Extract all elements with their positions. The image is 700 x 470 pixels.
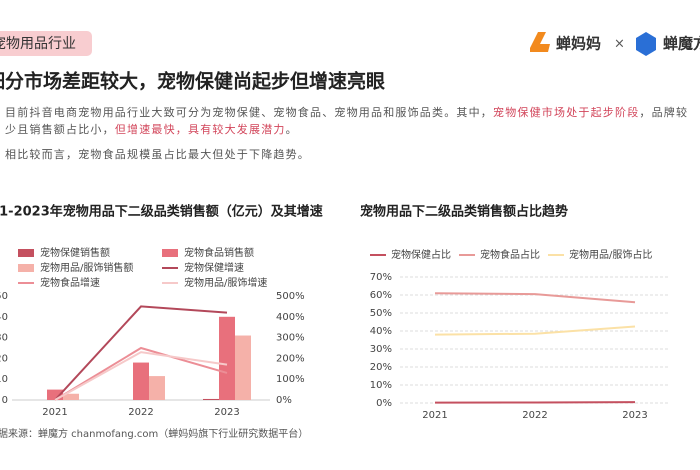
y2-tick-label: 500% [276, 291, 305, 302]
bar [63, 393, 79, 400]
y-tick-label: 0 [2, 395, 8, 406]
y-tick-label: 40 [0, 312, 8, 323]
bar [219, 316, 235, 400]
x-tick-label: 2021 [42, 407, 67, 418]
y-tick-label: 50% [370, 308, 392, 319]
line [54, 351, 228, 401]
y-tick-label: 20% [370, 362, 392, 373]
brand-name: 蝉魔方 [663, 35, 700, 53]
legend-label: 宠物食品增速 [40, 276, 100, 289]
legend-label: 宠物用品/服饰销售额 [40, 261, 133, 274]
bar [149, 376, 165, 400]
y-tick-label: 20 [0, 353, 8, 364]
x-tick-label: 2022 [522, 410, 547, 421]
bar [203, 398, 219, 400]
line [54, 346, 228, 401]
line [434, 325, 636, 336]
tag-bg [0, 31, 92, 56]
section-tag: 宠物用品行业 [0, 36, 76, 52]
y-tick-label: 50 [0, 291, 8, 302]
text-segment: 但增速最快，具有较大发展潜力 [114, 123, 286, 136]
bar [235, 335, 251, 400]
y2-tick-label: 100% [276, 374, 305, 385]
legend-label: 宠物食品占比 [480, 248, 540, 261]
brand-icon [636, 32, 656, 56]
y-tick-label: 40% [370, 326, 392, 337]
text-segment: ，品牌较少且销售额占比小， [5, 106, 689, 136]
y2-tick-label: 400% [276, 312, 305, 323]
brand-icon [530, 32, 550, 52]
legend-swatch [18, 264, 34, 272]
y-tick-label: 30 [0, 333, 8, 344]
legend-label: 宠物食品销售额 [184, 246, 254, 259]
legend-label: 宠物保健占比 [391, 248, 451, 261]
line [54, 305, 228, 401]
legend-label: 宠物保健增速 [184, 261, 244, 274]
legend-label: 宠物保健销售额 [40, 246, 110, 259]
legend-label: 宠物用品/服饰占比 [569, 248, 652, 261]
text-segment: 宠物保健市场处于起步阶段 [493, 106, 640, 119]
page-title: 细分市场差距较大，宠物保健尚起步但增速亮眼 [0, 70, 385, 93]
bar [133, 362, 149, 400]
x-tick-label: 2022 [128, 407, 153, 418]
y2-tick-label: 200% [276, 353, 305, 364]
separator: × [614, 37, 625, 52]
x-tick-label: 2021 [422, 410, 447, 421]
chart-title: 2021-2023年宠物用品下二级品类销售额（亿元）及其增速 [0, 204, 323, 220]
bar [47, 389, 63, 400]
brand-name: 蝉妈妈 [556, 35, 601, 53]
chart-title: 宠物用品下二级品类销售额占比趋势 [360, 204, 568, 220]
text-segment: 相比较而言，宠物食品规模虽占比最大但处于下降趋势。 [5, 148, 310, 161]
y-tick-label: 10 [0, 374, 8, 385]
paragraph: 相比较而言，宠物食品规模虽占比最大但处于下降趋势。 [5, 146, 695, 163]
y2-tick-label: 0% [276, 395, 292, 406]
y-tick-label: 10% [370, 380, 392, 391]
text-segment: 目前抖音电商宠物用品行业大致可分为宠物保健、宠物食品、宠物用品和服饰品类。其中， [5, 106, 493, 119]
y-tick-label: 30% [370, 344, 392, 355]
y-tick-label: 70% [370, 272, 392, 283]
x-tick-label: 2023 [622, 410, 647, 421]
legend-label: 宠物用品/服饰增速 [184, 276, 267, 289]
line [434, 292, 636, 304]
text-segment: 。 [285, 123, 298, 136]
x-tick-label: 2023 [214, 407, 239, 418]
legend-swatch [18, 249, 34, 257]
y-tick-label: 0% [376, 398, 392, 409]
legend-swatch [162, 249, 178, 257]
y-tick-label: 60% [370, 290, 392, 301]
paragraph: 目前抖音电商宠物用品行业大致可分为宠物保健、宠物食品、宠物用品和服饰品类。其中，… [5, 104, 695, 138]
source-note: 数据来源：蝉魔方 chanmofang.com（蝉妈妈旗下行业研究数据平台） [0, 427, 308, 440]
y2-tick-label: 300% [276, 333, 305, 344]
line [434, 401, 636, 404]
